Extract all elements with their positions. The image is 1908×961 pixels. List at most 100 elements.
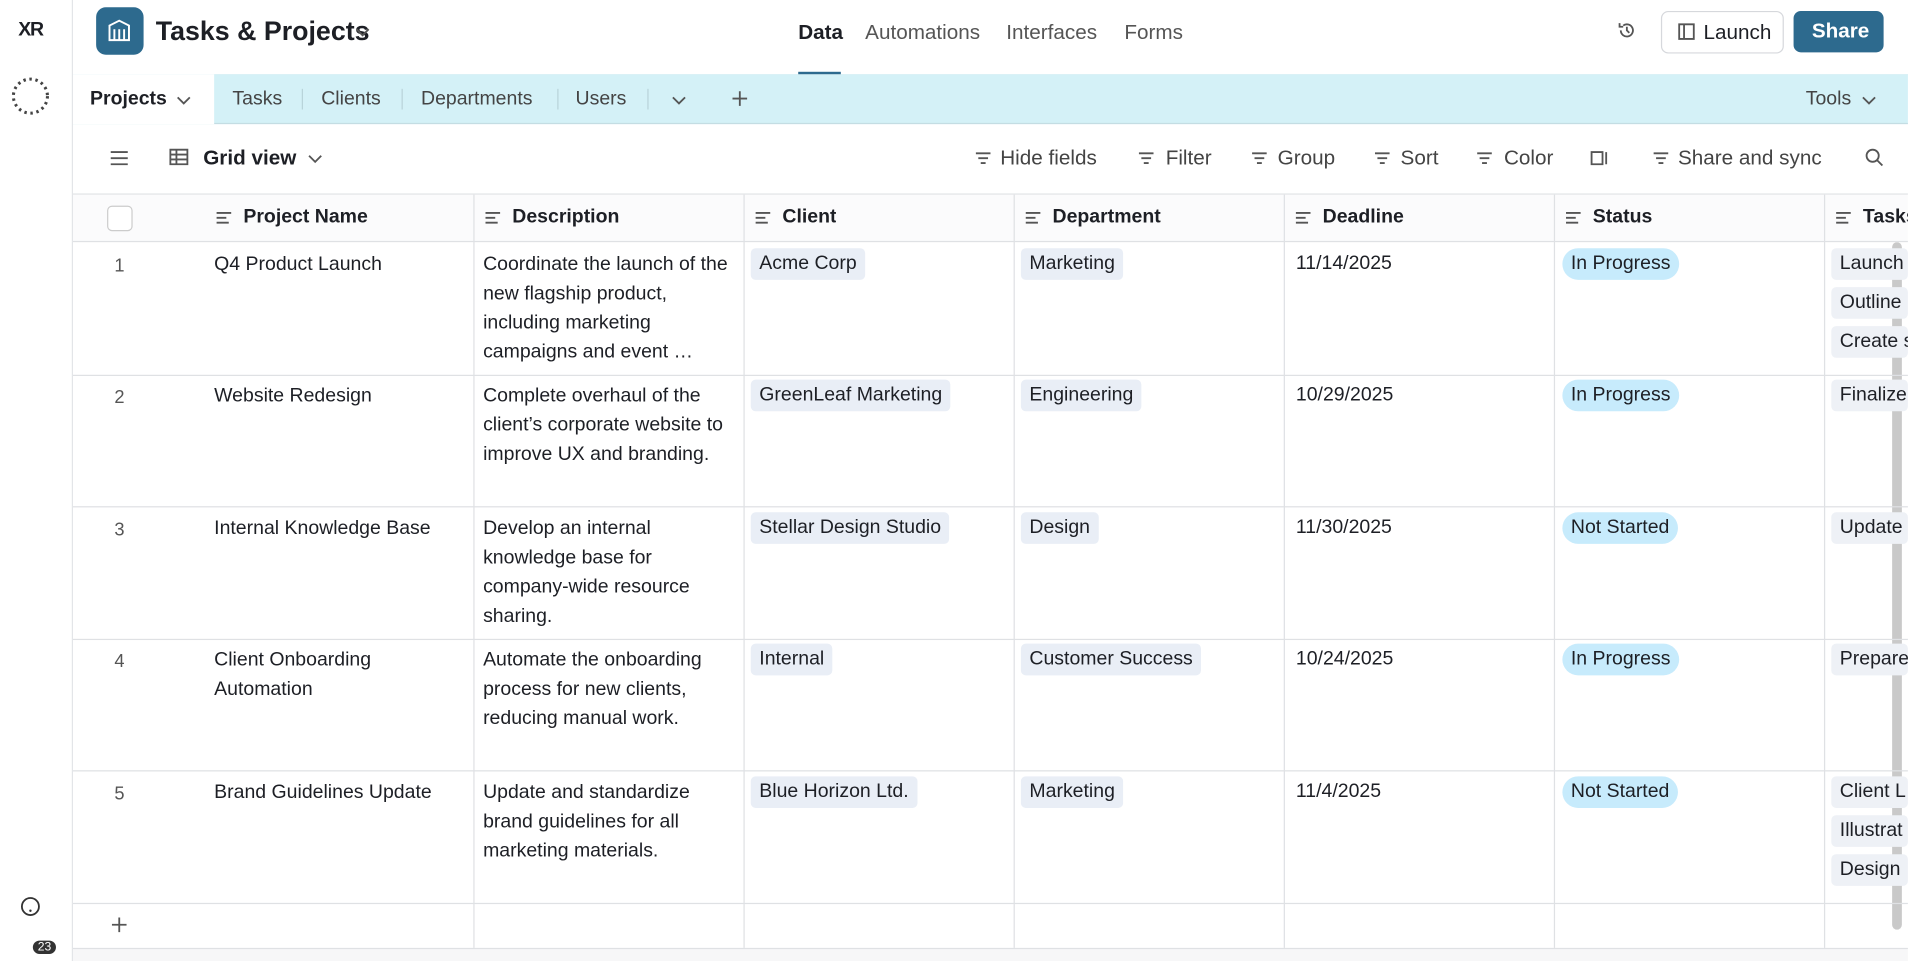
view-switcher[interactable]: Grid view	[203, 146, 297, 170]
row-border	[73, 769, 1908, 771]
department-tag[interactable]: Marketing	[1020, 776, 1124, 808]
logo: XR	[18, 19, 44, 41]
field-icon	[1836, 212, 1851, 224]
chevron	[308, 155, 322, 164]
description[interactable]: Automate the onboarding process for new …	[483, 649, 702, 729]
project-name[interactable]: Q4 Product Launch	[214, 254, 382, 275]
tab[interactable]: Projects	[90, 88, 167, 110]
project-name[interactable]: Internal Knowledge Base	[214, 518, 431, 540]
row-number: 4	[114, 650, 125, 672]
toolbar-icon	[1138, 152, 1154, 164]
add-row-icon	[111, 917, 127, 933]
column-divider	[743, 194, 745, 961]
task-tag[interactable]: Create s	[1831, 326, 1908, 358]
column-header[interactable]: Status	[1592, 206, 1653, 228]
column-header[interactable]: Project Name	[243, 206, 368, 228]
nav-item[interactable]: Forms	[1124, 20, 1183, 44]
tab-separator	[557, 88, 559, 110]
launch-label[interactable]: Launch	[1703, 20, 1772, 44]
chevron	[177, 96, 191, 105]
client-tag[interactable]: GreenLeaf Marketing	[750, 379, 951, 412]
help-icon[interactable]	[19, 896, 41, 918]
launch-button[interactable]	[1660, 10, 1784, 54]
status-tag[interactable]: In Progress	[1562, 379, 1679, 412]
menu-icon	[110, 151, 128, 166]
task-tag[interactable]: Outline	[1831, 287, 1908, 319]
project-name[interactable]: Brand Guidelines Update	[214, 782, 432, 804]
description[interactable]: Develop an internal knowledge base for c…	[483, 518, 690, 627]
task-tag[interactable]: Launch	[1831, 248, 1908, 280]
add-tab-icon	[732, 91, 748, 106]
tab[interactable]: Clients	[321, 88, 381, 110]
deadline[interactable]: 10/24/2025	[1295, 648, 1394, 670]
column-divider	[1283, 194, 1285, 961]
deadline[interactable]: 11/4/2025	[1295, 781, 1382, 802]
description[interactable]: Complete overhaul of the client’s corpor…	[483, 385, 723, 465]
deadline[interactable]: 11/14/2025	[1295, 253, 1392, 274]
history-icon	[1618, 23, 1634, 38]
nav-item[interactable]: Automations	[865, 20, 981, 44]
share-button[interactable]	[1793, 10, 1884, 53]
deadline[interactable]: 10/29/2025	[1295, 384, 1394, 406]
task-tag[interactable]: Client L	[1831, 776, 1908, 808]
tab-separator	[401, 88, 403, 110]
select-all[interactable]	[107, 205, 133, 232]
client-tag[interactable]: Stellar Design Studio	[750, 512, 950, 544]
client-tag[interactable]: Internal	[750, 643, 833, 676]
status-tag[interactable]: Not Started	[1562, 512, 1678, 544]
column-divider	[1553, 194, 1556, 961]
client-tag[interactable]: Blue Horizon Ltd.	[750, 776, 918, 808]
base-title[interactable]: Tasks & Projects	[155, 15, 370, 47]
base-glyph	[108, 19, 130, 42]
task-tag[interactable]: Update	[1831, 512, 1908, 544]
description[interactable]: Update and standardize brand guidelines …	[483, 782, 690, 862]
task-tag[interactable]: Prepare	[1831, 643, 1908, 676]
department-tag[interactable]: Engineering	[1020, 379, 1142, 412]
row-height-icon	[1590, 151, 1608, 166]
project-name[interactable]: Client Onboarding Automation	[214, 649, 372, 700]
status-tag[interactable]: Not Started	[1562, 776, 1678, 808]
task-tag[interactable]: Design	[1831, 854, 1908, 886]
field-icon	[755, 212, 771, 224]
toolbar-icon	[1252, 152, 1267, 164]
column-header[interactable]: Department	[1052, 206, 1161, 228]
description[interactable]: Coordinate the launch of the new flagshi…	[483, 254, 728, 363]
department-tag[interactable]: Design	[1020, 512, 1099, 544]
toolbar-icon	[975, 152, 991, 164]
toolbar-icon	[1653, 152, 1669, 164]
column-header[interactable]: Deadline	[1322, 206, 1404, 228]
department-tag[interactable]: Marketing	[1020, 248, 1124, 280]
active-tab[interactable]	[73, 74, 215, 125]
client-tag[interactable]: Acme Corp	[750, 248, 866, 280]
status-tag[interactable]: In Progress	[1562, 248, 1679, 280]
column-header[interactable]: Tasks	[1862, 206, 1908, 228]
task-tag[interactable]: Finalize	[1831, 379, 1908, 412]
toolbar-action[interactable]: Group	[1277, 146, 1336, 170]
column-header[interactable]: Client	[782, 206, 837, 228]
tab[interactable]: Departments	[421, 88, 533, 110]
launch-icon	[1678, 23, 1695, 40]
nav-item[interactable]: Data	[798, 20, 844, 44]
share-label[interactable]: Share	[1811, 19, 1870, 43]
tab[interactable]: Tasks	[232, 88, 283, 110]
tools-menu[interactable]: Tools	[1805, 88, 1852, 110]
toolbar-action[interactable]: Filter	[1165, 146, 1212, 170]
task-tag[interactable]: Illustrat	[1831, 815, 1908, 847]
field-icon	[1025, 212, 1041, 224]
tab[interactable]: Users	[575, 88, 627, 110]
nav-item[interactable]: Interfaces	[1006, 20, 1098, 44]
project-name[interactable]: Website Redesign	[214, 385, 372, 407]
deadline[interactable]: 11/30/2025	[1295, 517, 1392, 538]
row-border	[73, 902, 1908, 904]
toolbar-action[interactable]: Hide fields	[1000, 146, 1097, 170]
status-tag[interactable]: In Progress	[1562, 643, 1679, 676]
column-header[interactable]: Description	[512, 206, 620, 228]
toolbar-action[interactable]: Share and sync	[1677, 146, 1822, 170]
tab-separator	[647, 88, 649, 110]
department-tag[interactable]: Customer Success	[1020, 643, 1202, 676]
row-border	[73, 638, 1908, 640]
toolbar-action[interactable]: Sort	[1400, 146, 1439, 170]
header-row	[73, 194, 1908, 243]
table-top	[73, 193, 1908, 195]
toolbar-action[interactable]: Color	[1503, 146, 1554, 170]
